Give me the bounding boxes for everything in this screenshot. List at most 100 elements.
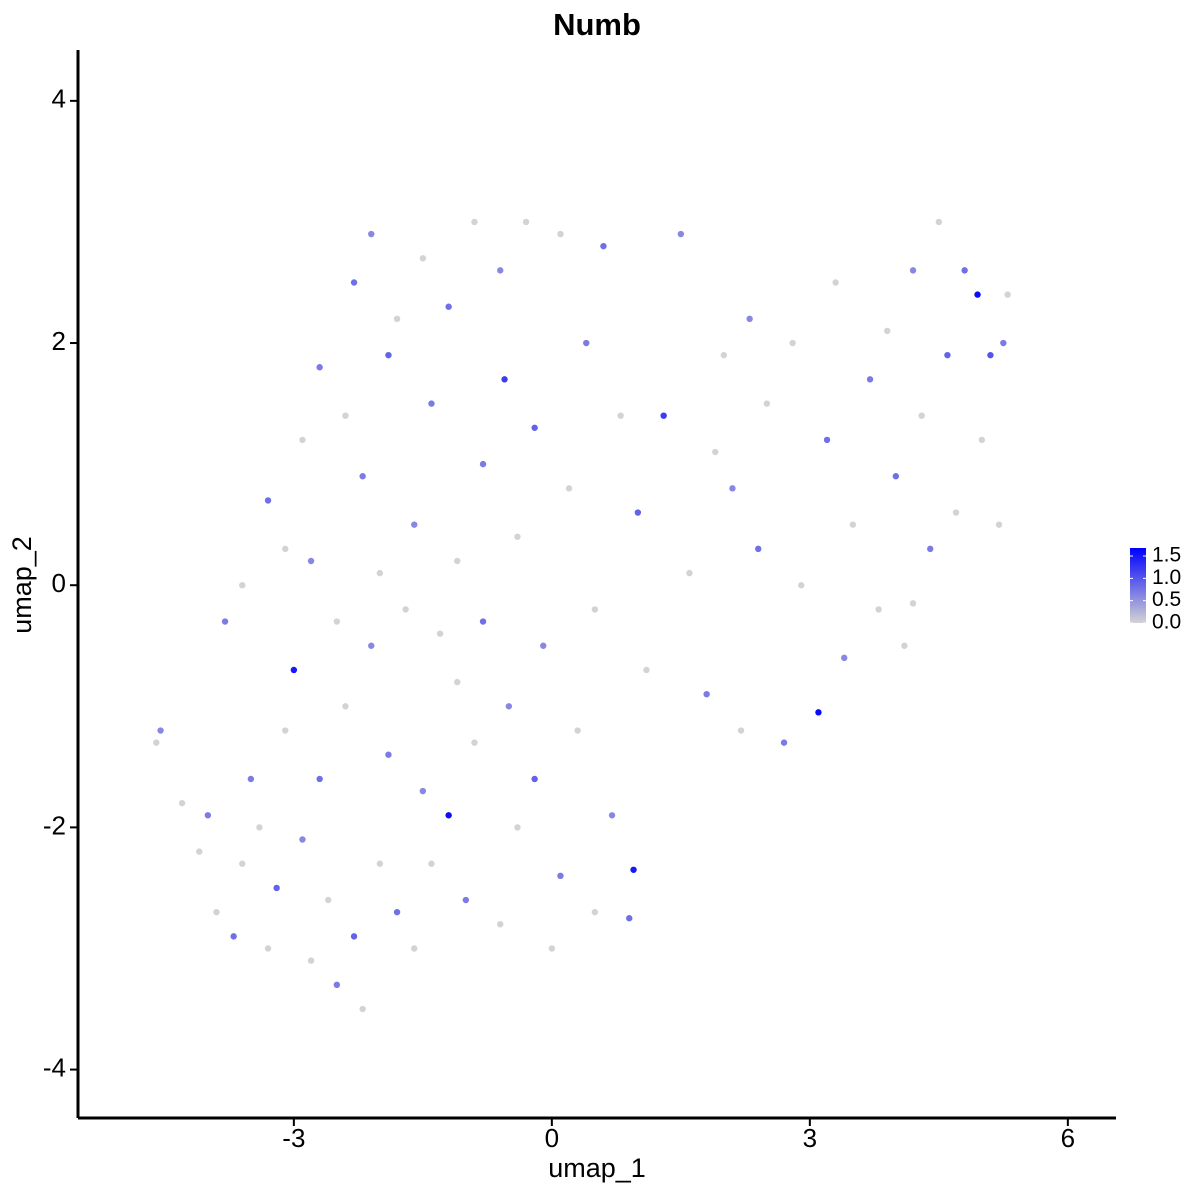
point bbox=[918, 412, 925, 419]
point bbox=[909, 267, 917, 274]
point bbox=[153, 739, 160, 746]
point bbox=[230, 933, 237, 940]
point bbox=[841, 654, 848, 662]
point bbox=[600, 242, 607, 250]
point bbox=[974, 291, 981, 298]
point bbox=[626, 915, 633, 922]
point bbox=[196, 848, 203, 855]
point bbox=[307, 557, 315, 565]
point bbox=[995, 521, 1003, 528]
point bbox=[479, 618, 487, 625]
point bbox=[282, 727, 289, 734]
point bbox=[411, 945, 418, 952]
point bbox=[316, 364, 323, 371]
point bbox=[299, 436, 306, 444]
y-tick-label: 4 bbox=[52, 84, 66, 114]
point bbox=[789, 339, 796, 347]
point bbox=[548, 945, 556, 952]
point bbox=[213, 908, 220, 916]
point bbox=[849, 521, 857, 528]
color-bar bbox=[1130, 548, 1146, 623]
point bbox=[703, 690, 710, 698]
point bbox=[411, 521, 418, 528]
color-bar-label: 1.5 bbox=[1152, 544, 1181, 567]
point bbox=[178, 799, 186, 807]
point bbox=[514, 824, 521, 831]
point bbox=[501, 376, 508, 383]
point bbox=[428, 860, 435, 867]
point bbox=[815, 709, 822, 716]
point bbox=[617, 412, 624, 419]
point bbox=[574, 727, 581, 734]
y-axis-label: umap_2 bbox=[7, 536, 37, 634]
x-tick-label: 0 bbox=[545, 1123, 559, 1153]
point bbox=[419, 787, 427, 795]
point bbox=[342, 412, 349, 419]
point bbox=[316, 775, 323, 783]
point bbox=[454, 557, 461, 565]
point bbox=[368, 230, 375, 238]
point bbox=[755, 545, 762, 553]
point bbox=[780, 739, 788, 746]
point bbox=[608, 812, 616, 819]
point bbox=[712, 448, 719, 456]
point bbox=[583, 339, 590, 347]
point bbox=[325, 896, 332, 904]
point bbox=[540, 642, 547, 649]
point bbox=[385, 751, 392, 758]
point bbox=[264, 945, 272, 952]
point bbox=[630, 866, 637, 873]
y-tick-label: -2 bbox=[43, 810, 66, 840]
point bbox=[531, 424, 538, 431]
point bbox=[402, 606, 409, 613]
point bbox=[359, 1005, 366, 1013]
point bbox=[350, 933, 358, 940]
point bbox=[350, 279, 358, 286]
point bbox=[686, 569, 693, 577]
point bbox=[763, 400, 771, 407]
point bbox=[514, 533, 521, 540]
point bbox=[333, 618, 341, 625]
point bbox=[1004, 291, 1011, 298]
point bbox=[746, 315, 753, 323]
point bbox=[643, 666, 650, 674]
point bbox=[333, 981, 341, 989]
point bbox=[290, 666, 298, 674]
point bbox=[342, 703, 349, 710]
point bbox=[1000, 339, 1007, 347]
point bbox=[634, 509, 642, 516]
y-tick-label: 0 bbox=[52, 568, 66, 598]
point bbox=[239, 582, 246, 589]
point bbox=[428, 400, 435, 407]
point bbox=[359, 473, 366, 480]
point bbox=[299, 836, 306, 843]
point bbox=[798, 582, 805, 589]
point bbox=[720, 351, 728, 359]
point bbox=[282, 545, 289, 553]
point bbox=[221, 618, 229, 625]
point bbox=[961, 267, 968, 274]
point bbox=[660, 412, 667, 419]
x-tick-label: -3 bbox=[282, 1123, 305, 1153]
point bbox=[462, 896, 470, 904]
point bbox=[436, 630, 444, 637]
chart-title: Numb bbox=[553, 7, 641, 42]
point bbox=[376, 569, 384, 577]
point bbox=[497, 267, 504, 274]
color-bar-label: 0.0 bbox=[1152, 611, 1181, 634]
point bbox=[952, 509, 960, 516]
point bbox=[927, 545, 934, 553]
point bbox=[557, 872, 564, 880]
point bbox=[385, 351, 392, 359]
point bbox=[157, 727, 164, 734]
x-axis-label: umap_1 bbox=[548, 1153, 646, 1183]
color-bar-label: 1.0 bbox=[1152, 566, 1181, 589]
x-tick-label: 3 bbox=[803, 1123, 817, 1153]
point bbox=[445, 303, 452, 310]
point bbox=[256, 824, 263, 831]
point bbox=[866, 376, 874, 383]
color-bar-label: 0.5 bbox=[1152, 588, 1181, 611]
point bbox=[419, 255, 427, 262]
point bbox=[273, 884, 280, 892]
point bbox=[935, 218, 943, 226]
